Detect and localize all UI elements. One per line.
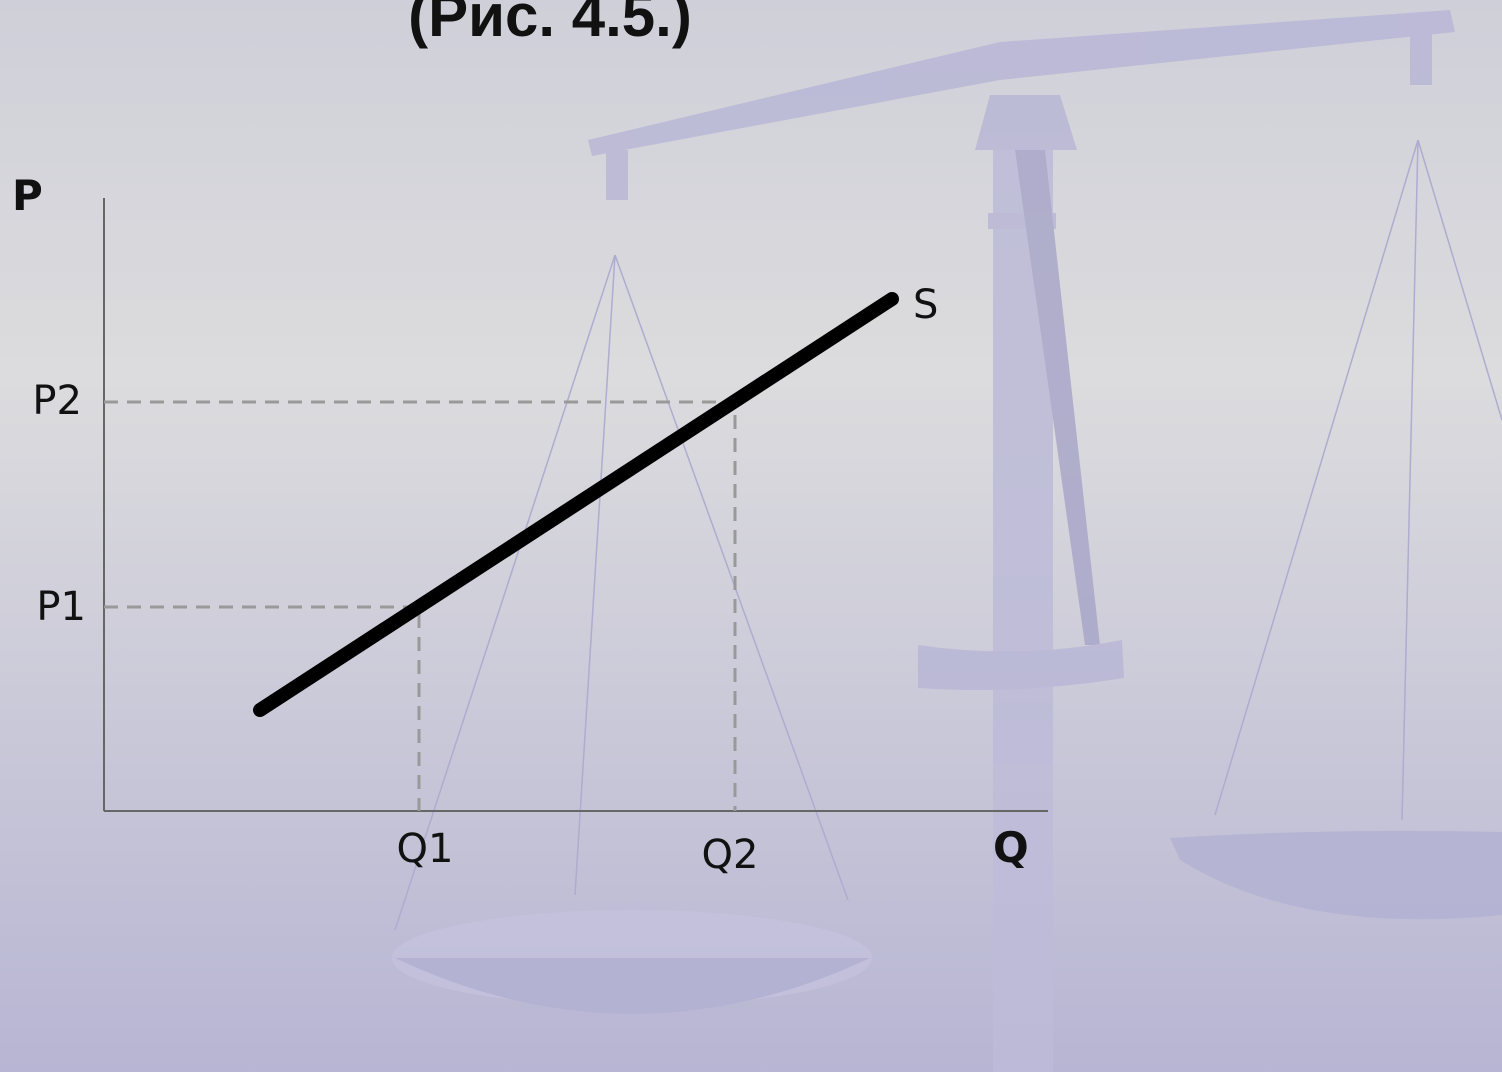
- scale-base: [918, 640, 1124, 691]
- quantity-label: Q2: [702, 832, 759, 878]
- scale-beam: [588, 10, 1455, 156]
- y-axis-label: P: [12, 171, 43, 220]
- p1-q1-guide: [104, 605, 421, 811]
- title: (Рис. 4.5.): [408, 0, 692, 49]
- x-axis-label: Q: [993, 823, 1029, 872]
- string: [1214, 139, 1419, 816]
- left-hanger: [606, 150, 628, 200]
- left-pan-bowl: [395, 958, 870, 1014]
- price-label: P2: [32, 378, 82, 424]
- scales-decoration: [392, 10, 1502, 1072]
- scale-strings: [394, 139, 1502, 931]
- supply-curve: [253, 292, 899, 717]
- right-hanger: [1410, 30, 1432, 85]
- string: [1417, 139, 1502, 421]
- right-pan: [1170, 830, 1502, 920]
- string: [1401, 139, 1419, 821]
- string: [614, 254, 849, 901]
- quantity-label: Q1: [397, 826, 454, 872]
- string: [574, 254, 616, 896]
- price-label: P1: [36, 584, 86, 630]
- curve-label: S: [913, 282, 938, 328]
- scale-head: [975, 95, 1077, 150]
- string: [394, 254, 616, 931]
- scale-pointer: [1015, 150, 1100, 645]
- supply-diagram: P Q P1 P2 Q1 Q2 S: [12, 171, 1048, 878]
